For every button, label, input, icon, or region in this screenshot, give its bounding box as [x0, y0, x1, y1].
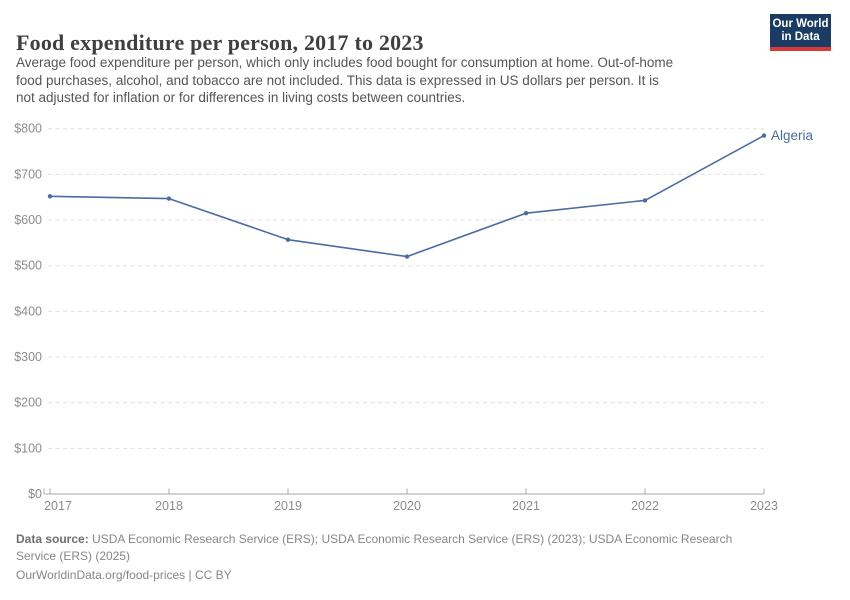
data-point-2022[interactable]	[642, 198, 648, 203]
page-title: Food expenditure per person, 2017 to 202…	[16, 29, 424, 55]
series-label-algeria[interactable]: Algeria	[771, 128, 814, 143]
x-axis-tick-label: 2018	[155, 499, 183, 513]
y-axis-tick-label: $300	[14, 350, 42, 364]
y-axis-tick-label: $100	[14, 441, 42, 455]
x-axis-tick-label: 2020	[393, 499, 421, 513]
data-source-note: Data source: USDA Economic Research Serv…	[16, 531, 778, 565]
data-point-2017[interactable]	[47, 194, 53, 199]
owid-logo[interactable]: Our World in Data	[770, 14, 831, 51]
license-link[interactable]: OurWorldinData.org/food-prices | CC BY	[16, 568, 232, 582]
x-axis-tick-label: 2023	[750, 499, 778, 513]
data-point-2018[interactable]	[166, 196, 172, 201]
y-axis-tick-label: $400	[14, 304, 42, 318]
owid-logo-line1: Our World	[772, 17, 829, 30]
data-point-2020[interactable]	[404, 254, 410, 259]
y-axis-tick-label: $600	[14, 213, 42, 227]
data-source-text-line2: Service (ERS) (2025)	[16, 549, 131, 563]
data-source-text: USDA Economic Research Service (ERS); US…	[88, 532, 733, 546]
y-axis-tick-label: $0	[28, 487, 42, 501]
x-axis-tick-label: 2022	[631, 499, 659, 513]
subtitle-line: Average food expenditure per person, whi…	[16, 55, 674, 70]
data-point-2021[interactable]	[523, 210, 529, 216]
data-point-2019[interactable]	[285, 237, 291, 242]
y-axis-tick-label: $800	[14, 122, 42, 136]
y-axis-tick-label: $200	[14, 396, 42, 410]
data-point-2023[interactable]	[761, 133, 767, 138]
y-axis-tick-label: $500	[14, 259, 42, 273]
subtitle-line: not adjusted for inflation or for differ…	[16, 90, 466, 105]
x-axis-tick-label: 2021	[512, 499, 540, 513]
x-axis-tick-label: 2017	[44, 499, 72, 513]
subtitle-line: food purchases, alcohol, and tobacco are…	[16, 72, 659, 88]
y-axis-tick-label: $700	[14, 167, 42, 181]
series-line-algeria[interactable]	[49, 134, 765, 258]
chart-subtitle: Average food expenditure per person, whi…	[16, 54, 746, 107]
owid-logo-line2: in Data	[781, 30, 820, 43]
x-axis-tick-label: 2019	[274, 499, 302, 513]
data-source-label: Data source:	[16, 532, 89, 546]
